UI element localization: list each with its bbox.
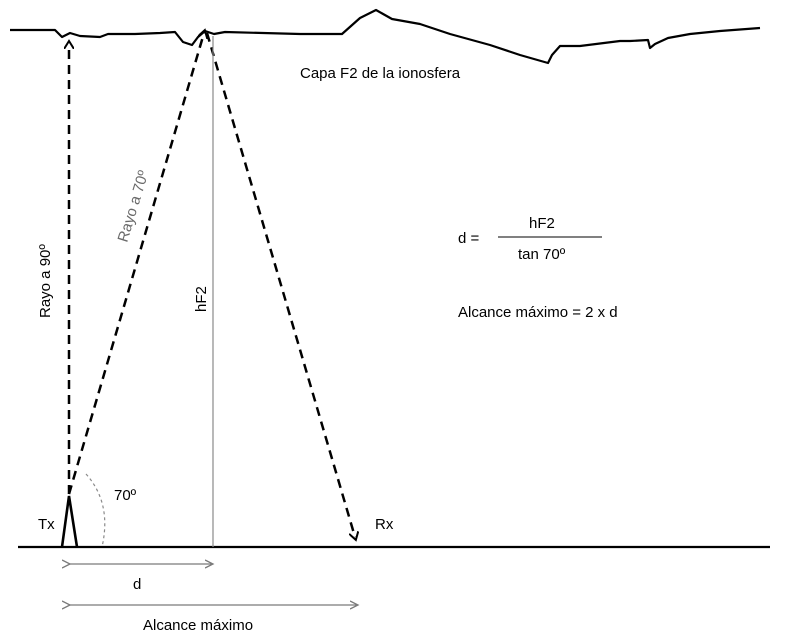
formula-numerator: hF2 [529, 215, 555, 232]
ray-70-up-line [67, 33, 204, 495]
formula-denominator: tan 70º [518, 246, 566, 263]
ionosphere-f2-layer-line [10, 8, 761, 65]
ray-90-label: Rayo a 90º [37, 244, 54, 318]
range-label: Alcance máximo [143, 617, 253, 634]
tx-label: Tx [38, 516, 55, 533]
angle-arc [85, 473, 106, 548]
d-label: d [133, 576, 141, 593]
ray-70-label: Rayo a 70º [115, 168, 153, 244]
formula-lhs: d = [458, 230, 480, 247]
tx-antenna [60, 495, 79, 548]
ionosphere-label: Capa F2 de la ionosfera [300, 65, 461, 82]
rx-label: Rx [375, 516, 394, 533]
range-formula: Alcance máximo = 2 x d [458, 304, 618, 321]
ray-70-down-line [205, 32, 355, 537]
height-hf2-label: hF2 [193, 286, 210, 312]
angle-label: 70º [114, 487, 137, 504]
